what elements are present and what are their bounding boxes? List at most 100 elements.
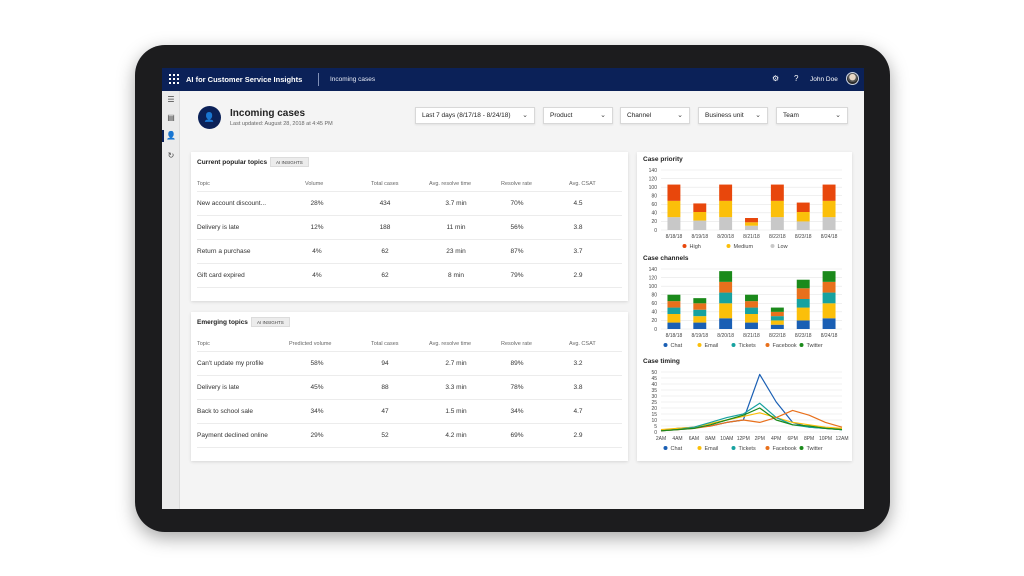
col-topic: Topic: [197, 341, 210, 347]
bar-segment: [693, 322, 707, 329]
question-icon[interactable]: ?: [794, 74, 799, 83]
table-row[interactable]: New account discount... 28% 434 3.7 min …: [197, 192, 622, 216]
table-row[interactable]: Gift card expired 4% 62 8 min 79% 2.9: [197, 264, 622, 288]
volume-cell: 58%: [310, 360, 324, 367]
series-line: [660, 407, 843, 432]
y-tick-label: 120: [649, 176, 658, 182]
bar-segment: [770, 311, 784, 317]
person-icon[interactable]: 👤: [162, 130, 176, 142]
cases-cell: 52: [381, 432, 389, 439]
resolve-rate-cell: 78%: [510, 384, 524, 391]
col-volume: Volume: [305, 181, 324, 187]
legend-label: Low: [778, 244, 788, 250]
bar-segment: [719, 184, 733, 201]
bar-segment: [667, 217, 681, 230]
csat-cell: 3.8: [573, 384, 583, 391]
team-filter[interactable]: Team ⌄: [776, 107, 848, 124]
bar-segment: [822, 303, 836, 319]
waffle-icon[interactable]: [169, 74, 179, 84]
topic-cell: Return a purchase: [197, 248, 251, 255]
chart-title: Case channels: [643, 255, 689, 262]
resolve-rate-cell: 56%: [510, 224, 524, 231]
user-name[interactable]: John Doe: [810, 76, 838, 83]
chevron-down-icon: ⌄: [522, 112, 528, 119]
bar-segment: [693, 298, 707, 304]
y-tick-label: 80: [651, 194, 657, 200]
chart-title: Case timing: [643, 358, 680, 365]
bar-segment: [796, 299, 810, 308]
bar-segment: [770, 307, 784, 312]
bar-segment: [822, 184, 836, 201]
table-row[interactable]: Back to school sale 34% 47 1.5 min 34% 4…: [197, 400, 622, 424]
last-updated: Last updated: August 28, 2018 at 4:45 PM: [230, 121, 333, 127]
business-unit-filter[interactable]: Business unit ⌄: [698, 107, 768, 124]
filter-label: Product: [550, 112, 573, 119]
table-row[interactable]: Delivery is late 12% 188 11 min 56% 3.8: [197, 216, 622, 240]
bar-segment: [693, 303, 707, 310]
volume-cell: 28%: [310, 200, 324, 207]
x-tick-label: 10AM: [720, 436, 733, 442]
chevron-down-icon: ⌄: [677, 112, 683, 119]
csat-cell: 3.2: [573, 360, 583, 367]
y-tick-label: 100: [649, 284, 658, 290]
chevron-down-icon: ⌄: [600, 112, 606, 119]
resolve-rate-cell: 89%: [510, 360, 524, 367]
y-tick-label: 0: [654, 327, 657, 333]
col-resolve-time: Avg. resolve time: [429, 341, 472, 347]
bar-segment: [745, 294, 758, 302]
x-tick-label: 8/20/18: [717, 333, 734, 339]
refresh-icon[interactable]: ↻: [167, 151, 175, 160]
col-topic: Topic: [197, 181, 210, 187]
avatar[interactable]: [846, 72, 859, 85]
x-tick-label: 8/24/18: [821, 234, 838, 240]
table-row[interactable]: Delivery is late 45% 88 3.3 min 78% 3.8: [197, 376, 622, 400]
table-row[interactable]: Can't update my profile 58% 94 2.7 min 8…: [197, 352, 622, 376]
dashboard-icon[interactable]: ▤: [167, 113, 175, 122]
table-row[interactable]: Payment declined online 29% 52 4.2 min 6…: [197, 424, 622, 448]
bar-segment: [822, 200, 836, 218]
x-tick-label: 8/24/18: [821, 333, 838, 339]
filter-label: Channel: [627, 112, 652, 119]
col-resolve-time: Avg. resolve time: [429, 181, 472, 187]
table-row[interactable]: Return a purchase 4% 62 23 min 87% 3.7: [197, 240, 622, 264]
chart-title: Case priority: [643, 156, 683, 163]
legend-label: Chat: [671, 343, 683, 349]
topic-cell: Delivery is late: [197, 384, 240, 391]
hamburger-icon[interactable]: ☰: [167, 95, 175, 104]
breadcrumb[interactable]: Incoming cases: [330, 76, 376, 83]
legend-label: High: [690, 244, 701, 250]
bar-segment: [667, 184, 681, 201]
product-filter[interactable]: Product ⌄: [543, 107, 613, 124]
chevron-down-icon: ⌄: [755, 112, 761, 119]
legend-marker: [697, 343, 702, 347]
bar-segment: [796, 288, 810, 299]
cases-cell: 434: [379, 200, 391, 207]
bar-segment: [693, 220, 707, 230]
case-channels-chart: 0 20 40 60 80 100 120 140 8/18/18 8/19/18 8/20/18 8…: [649, 267, 842, 349]
app-screen: AI for Customer Service Insights Incomin…: [162, 68, 864, 509]
csat-cell: 2.9: [573, 432, 583, 439]
y-tick-label: 15: [651, 412, 657, 418]
bar-segment: [770, 324, 784, 329]
bar-segment: [770, 316, 784, 321]
y-tick-label: 50: [651, 370, 657, 376]
resolve-rate-cell: 34%: [510, 408, 524, 415]
y-tick-label: 20: [651, 318, 657, 324]
incoming-cases-icon: 👤: [198, 106, 221, 129]
gear-icon[interactable]: ⚙: [772, 74, 780, 83]
cases-cell: 62: [381, 272, 389, 279]
bar-segment: [667, 322, 681, 329]
x-tick-label: 12AM: [835, 436, 848, 442]
cases-cell: 47: [381, 408, 389, 415]
y-tick-label: 0: [654, 430, 657, 436]
x-tick-label: 12PM: [737, 436, 750, 442]
app-title[interactable]: AI for Customer Service Insights: [186, 75, 303, 84]
x-tick-label: 2AM: [656, 436, 666, 442]
y-tick-label: 25: [651, 400, 657, 406]
date-range-filter[interactable]: Last 7 days (8/17/18 - 8/24/18) ⌄: [415, 107, 535, 124]
bar-segment: [745, 222, 758, 226]
legend-marker: [731, 343, 736, 347]
channel-filter[interactable]: Channel ⌄: [620, 107, 690, 124]
cases-cell: 188: [379, 224, 391, 231]
csat-cell: 4.5: [573, 200, 583, 207]
